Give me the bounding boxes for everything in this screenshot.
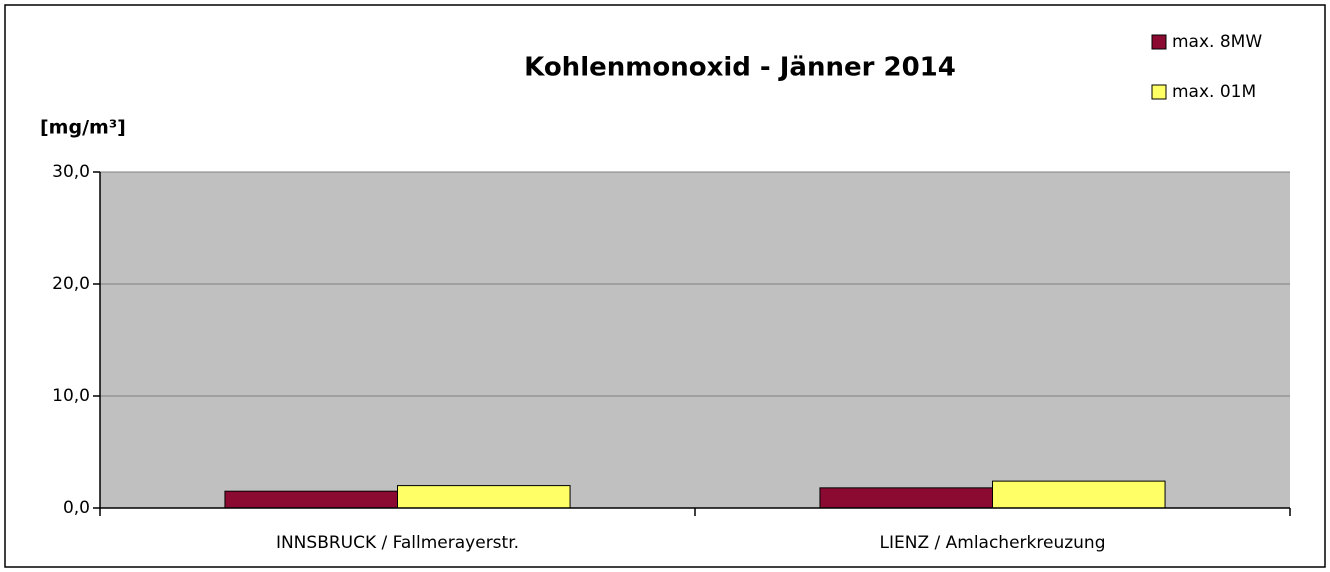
- y-tick-label: 0,0: [63, 498, 90, 518]
- legend-swatch: [1151, 84, 1167, 100]
- y-tick-label: 30,0: [52, 162, 90, 182]
- legend-swatch: [1151, 34, 1167, 50]
- legend-label: max. 01M: [1172, 82, 1256, 102]
- y-tick-label: 20,0: [52, 274, 90, 294]
- y-axis-label: [mg/m³]: [40, 117, 126, 139]
- plot-area: [100, 172, 1290, 508]
- chart-title: Kohlenmonoxid - Jänner 2014: [524, 53, 956, 83]
- bar: [992, 480, 1166, 509]
- bar: [819, 487, 994, 509]
- bar: [224, 490, 398, 509]
- legend-label: max. 8MW: [1172, 32, 1262, 52]
- x-tick-label: INNSBRUCK / Fallmerayerstr.: [276, 533, 519, 553]
- bar: [397, 485, 571, 509]
- x-tick-label: LIENZ / Amlacherkreuzung: [880, 533, 1106, 553]
- y-tick-label: 10,0: [52, 386, 90, 406]
